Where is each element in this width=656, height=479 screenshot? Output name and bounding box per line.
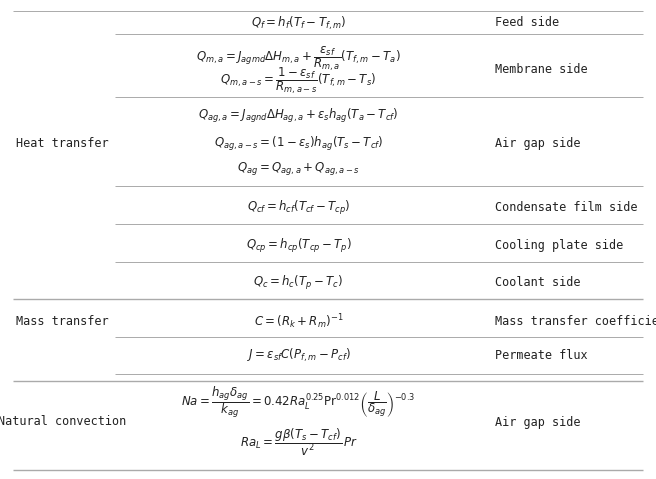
Text: Permeate flux: Permeate flux [495,349,588,362]
Text: $C = (R_k + R_m)^{-1}$: $C = (R_k + R_m)^{-1}$ [254,312,343,331]
Text: $J = \epsilon_{sf}C(P_{f,m} - P_{cf})$: $J = \epsilon_{sf}C(P_{f,m} - P_{cf})$ [247,347,350,364]
Text: $Q_{cf} = h_{cf}(T_{cf} - T_{cp})$: $Q_{cf} = h_{cf}(T_{cf} - T_{cp})$ [247,199,350,217]
Text: $Na = \dfrac{h_{ag}\delta_{ag}}{k_{ag}} = 0.42Ra_L^{0.25}\mathrm{Pr}^{0.012}\lef: $Na = \dfrac{h_{ag}\delta_{ag}}{k_{ag}} … [181,385,416,420]
Text: Feed side: Feed side [495,16,560,30]
Text: Natural convection: Natural convection [0,415,127,428]
Text: Coolant side: Coolant side [495,276,581,289]
Text: $Q_f = h_f(T_f - T_{f,m})$: $Q_f = h_f(T_f - T_{f,m})$ [251,14,346,32]
Text: Heat transfer: Heat transfer [16,137,109,150]
Text: $Q_{ag,a} = J_{agnd}\Delta H_{ag,a} + \epsilon_s h_{ag}(T_a - T_{cf})$: $Q_{ag,a} = J_{agnd}\Delta H_{ag,a} + \e… [198,107,399,125]
Text: Membrane side: Membrane side [495,63,588,76]
Text: Cooling plate side: Cooling plate side [495,239,624,252]
Text: Mass transfer: Mass transfer [16,315,109,329]
Text: $Q_{cp} = h_{cp}(T_{cp} - T_p)$: $Q_{cp} = h_{cp}(T_{cp} - T_p)$ [245,237,352,255]
Text: Air gap side: Air gap side [495,416,581,429]
Text: $Q_{m,a} = J_{agmd}\Delta H_{m,a} + \dfrac{\epsilon_{sf}}{R_{m,a}}(T_{f,m} - T_a: $Q_{m,a} = J_{agmd}\Delta H_{m,a} + \dfr… [196,45,401,74]
Text: $Q_{m,a-s} = \dfrac{1-\epsilon_{sf}}{R_{m,a-s}}(T_{f,m} - T_s)$: $Q_{m,a-s} = \dfrac{1-\epsilon_{sf}}{R_{… [220,66,377,97]
Text: $Q_{ag,a-s} = (1 - \epsilon_s)h_{ag}(T_s - T_{cf})$: $Q_{ag,a-s} = (1 - \epsilon_s)h_{ag}(T_s… [214,135,383,153]
Text: $Q_{ag} = Q_{ag,a} + Q_{ag,a-s}$: $Q_{ag} = Q_{ag,a} + Q_{ag,a-s}$ [237,160,360,177]
Text: Mass transfer coefficient: Mass transfer coefficient [495,315,656,329]
Text: Air gap side: Air gap side [495,137,581,150]
Text: Condensate film side: Condensate film side [495,201,638,215]
Text: $Ra_L = \dfrac{g\beta(T_s - T_{cf})}{v^2}\,Pr$: $Ra_L = \dfrac{g\beta(T_s - T_{cf})}{v^2… [239,426,358,457]
Text: $Q_c = h_c(T_p - T_c)$: $Q_c = h_c(T_p - T_c)$ [253,274,344,292]
